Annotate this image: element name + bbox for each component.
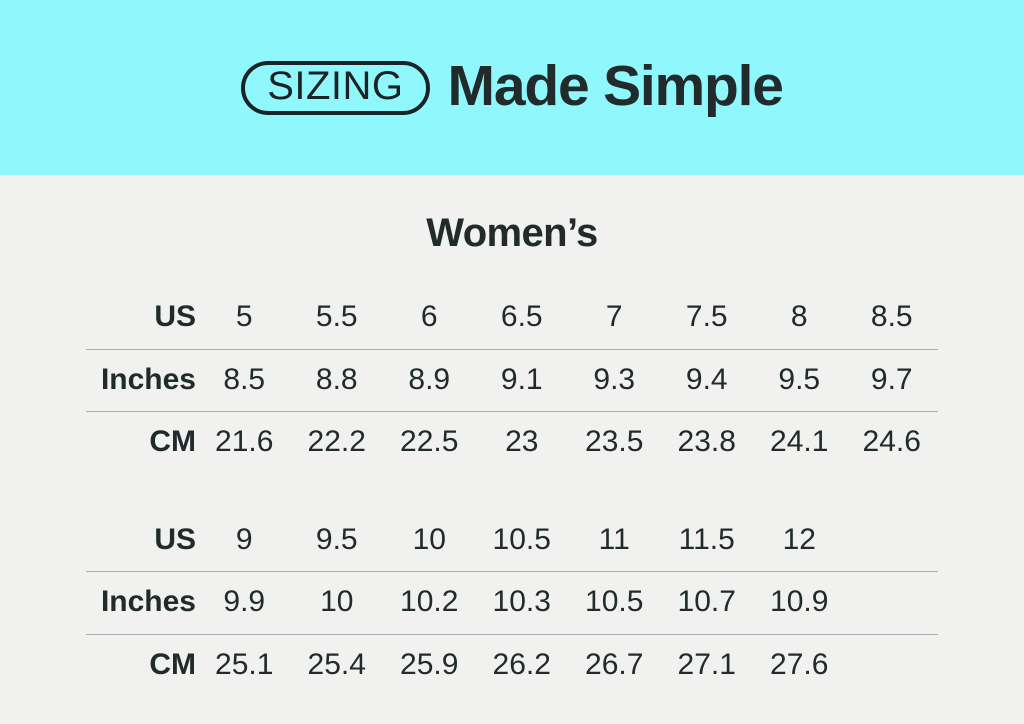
table-cell: 12 [782,522,816,556]
table-cell: 23 [475,411,568,474]
table-cell: 9 [235,522,253,556]
sizing-badge-label: SIZING [267,64,404,108]
table-cell-empty [846,510,939,572]
banner-title: Made Simple [447,54,784,118]
table-cell: 10 [290,571,383,634]
size-table-block-2: US 9 9.5 10 10.5 11 11.5 12 Inches 9.9 1… [86,510,938,696]
table-cell: 27.6 [753,633,846,696]
row-label: US [154,300,196,333]
table-cell: 24.1 [753,411,846,474]
table-cell: 11.5 [678,522,735,556]
table-cell: 21.6 [198,411,291,474]
table-cell: 8.9 [383,348,476,412]
table-cell: 24.6 [845,411,938,474]
table-cell: 7 [605,300,623,333]
table-cell: 8.8 [290,348,383,412]
row-label: Inches [86,571,198,634]
table-cell: 10.9 [753,571,846,634]
table-cell: 5 [235,300,253,333]
table-cell: 9.3 [568,348,661,412]
table-cell: 23.5 [568,411,661,474]
table-cell: 9.9 [198,571,291,634]
table-cell: 9.5 [315,522,358,556]
table-cell: 25.9 [383,633,476,696]
table-row: Inches 9.9 10 10.2 10.3 10.5 10.7 10.9 [86,571,938,634]
main-content: Women’s US 5 5.5 6 6.5 7 7.5 8 8.5 Inche… [0,175,1024,696]
table-cell-empty [845,571,938,634]
table-row: CM 21.6 22.2 22.5 23 23.5 23.8 24.1 24.6 [86,411,938,474]
table-row: Inches 8.5 8.8 8.9 9.1 9.3 9.4 9.5 9.7 [86,348,938,412]
table-cell: 10.7 [660,571,753,634]
table-cell: 22.2 [290,411,383,474]
table-cell: 10.2 [383,571,476,634]
row-label: Inches [86,348,198,412]
row-label: CM [86,633,198,696]
row-label: US [154,522,196,556]
table-cell: 8.5 [198,348,291,412]
row-label: CM [86,411,198,474]
table-cell: 25.4 [290,633,383,696]
table-cell: 9.7 [845,348,938,412]
table-cell: 5.5 [315,300,358,333]
table-cell-empty [845,633,938,696]
table-cell: 26.2 [475,633,568,696]
table-cell: 11 [598,522,630,556]
table-cell: 10.5 [492,522,551,556]
table-cell: 6 [420,300,438,333]
table-row: CM 25.1 25.4 25.9 26.2 26.7 27.1 27.6 [86,633,938,696]
table-cell: 10 [412,522,446,556]
section-title: Women’s [426,211,598,255]
table-cell: 27.1 [660,633,753,696]
table-cell: 23.8 [660,411,753,474]
table-cell: 9.4 [660,348,753,412]
table-cell: 26.7 [568,633,661,696]
table-row: US 5 5.5 6 6.5 7 7.5 8 8.5 [86,287,938,349]
table-cell: 22.5 [383,411,476,474]
table-cell: 10.3 [475,571,568,634]
table-cell: 10.5 [568,571,661,634]
sizing-badge: SIZING [241,60,430,115]
table-cell: 6.5 [500,300,543,333]
table-cell: 8 [790,300,808,333]
page-banner: SIZING Made Simple [0,0,1024,175]
table-cell: 9.5 [753,348,846,412]
size-tables: US 5 5.5 6 6.5 7 7.5 8 8.5 Inches 8.5 8.… [86,253,938,696]
table-cell: 9.1 [475,348,568,412]
table-cell: 25.1 [198,633,291,696]
size-table-block-1: US 5 5.5 6 6.5 7 7.5 8 8.5 Inches 8.5 8.… [86,287,938,474]
table-row: US 9 9.5 10 10.5 11 11.5 12 [86,510,938,572]
table-cell: 8.5 [870,300,913,333]
table-cell: 7.5 [685,300,728,333]
